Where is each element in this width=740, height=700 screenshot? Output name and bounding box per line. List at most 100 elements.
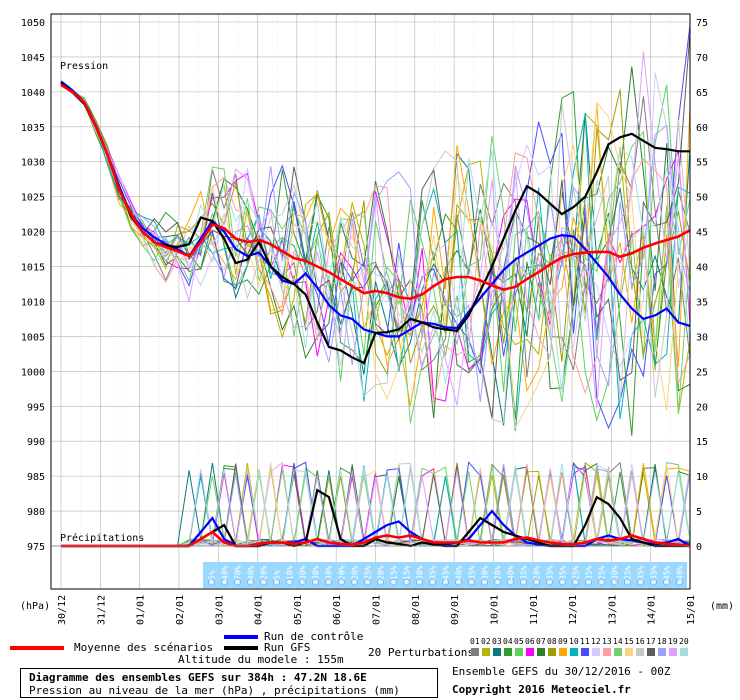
snow-flake-icon <box>286 578 293 586</box>
perturbation-pressure-line <box>60 84 691 403</box>
snow-pct-label: 10% <box>286 565 295 580</box>
snow-strip: 5% 40% 70% 40% 20% 5% 10% 30% 30% 30% 20% 20% 25% 20%… <box>203 562 687 588</box>
perturbation-swatch <box>614 648 622 656</box>
snow-pct-label: 35% <box>429 565 438 580</box>
date-tick-label: 08/01 <box>411 595 422 625</box>
pressure-tick-label: 1020 <box>21 228 45 239</box>
snow-pct-label: 20% <box>351 565 360 580</box>
snow-pct-label: 5% <box>273 570 282 580</box>
perturbation-number: 03 <box>492 637 502 646</box>
snow-flake-icon <box>429 578 436 586</box>
perturbation-swatch <box>526 648 534 656</box>
perturbation-swatch <box>559 648 567 656</box>
snow-flake-icon <box>364 578 371 586</box>
snow-flake-icon <box>403 578 410 586</box>
snow-pct-label: 35% <box>559 565 568 580</box>
pressure-tick-label: 995 <box>27 402 45 413</box>
perturbation-number: 10 <box>569 637 579 646</box>
snow-pct-label: 35% <box>468 565 477 580</box>
date-tick-label: 13/01 <box>607 595 618 625</box>
snow-flake-icon <box>338 578 345 586</box>
precip-tick-label: 20 <box>696 402 708 413</box>
precip-tick-label: 50 <box>696 193 708 204</box>
perturbation-number: 20 <box>679 637 689 646</box>
date-tick-label: 09/01 <box>450 595 461 625</box>
perturbation-number: 16 <box>635 637 645 646</box>
perturbation-number: 18 <box>657 637 667 646</box>
run-info: Ensemble GEFS du 30/12/2016 - 00Z <box>452 665 671 678</box>
perturbation-number: 05 <box>514 637 524 646</box>
perturbation-swatch <box>658 648 666 656</box>
snow-flake-icon <box>611 578 618 586</box>
snow-flake-icon <box>481 578 488 586</box>
snow-flake-icon <box>416 578 423 586</box>
snow-pct-label: 40% <box>221 565 230 580</box>
perturbation-swatch <box>636 648 644 656</box>
snow-pct-label: 15% <box>390 565 399 580</box>
pressure-tick-label: 1025 <box>21 193 45 204</box>
perturbation-pressure-line <box>60 84 691 424</box>
date-tick-label: 02/01 <box>175 595 186 625</box>
snow-flake-icon <box>442 578 449 586</box>
precip-tick-label: 35 <box>696 297 708 308</box>
y-unit-left: (hPa) <box>20 601 50 612</box>
perturbation-number: 11 <box>580 637 590 646</box>
pressure-tick-label: 975 <box>27 542 45 553</box>
snow-pct-label: 25% <box>624 565 633 580</box>
precip-tick-label: 25 <box>696 367 708 378</box>
perturbation-swatch <box>504 648 512 656</box>
snow-flake-icon <box>390 578 397 586</box>
precip-tick-label: 0 <box>696 542 702 553</box>
legend-mean-label: Moyenne des scénarios <box>74 641 214 654</box>
snow-flake-icon <box>559 578 566 586</box>
date-tick-label: 30/12 <box>57 595 68 625</box>
perturbation-pressure-line <box>60 84 691 426</box>
pressure-tick-label: 990 <box>27 437 45 448</box>
snow-pct-label: 40% <box>455 565 464 580</box>
perturbation-lines <box>60 24 691 547</box>
perturbation-number: 02 <box>481 637 491 646</box>
date-tick-label: 05/01 <box>293 595 304 625</box>
snow-flake-icon <box>546 578 553 586</box>
pressure-label: Pression <box>60 61 108 72</box>
pressure-tick-label: 1005 <box>21 332 45 343</box>
perturbation-swatch <box>471 648 479 656</box>
precip-tick-label: 15 <box>696 437 708 448</box>
altitude-label: Altitude du modele : 155m <box>178 653 344 666</box>
perturbation-swatch <box>669 648 677 656</box>
perturbation-swatch <box>515 648 523 656</box>
legend-control-label: Run de contrôle <box>264 630 364 643</box>
pressure-tick-label: 1040 <box>21 88 45 99</box>
perturbation-number: 19 <box>668 637 678 646</box>
snow-flake-icon <box>637 578 644 586</box>
perturbation-swatch <box>482 648 490 656</box>
snow-flake-icon <box>468 578 475 586</box>
snow-pct-label: 35% <box>650 565 659 580</box>
precip-tick-label: 40 <box>696 263 708 274</box>
precip-tick-label: 65 <box>696 88 708 99</box>
snow-pct-label: 35% <box>520 565 529 580</box>
snow-flake-icon <box>494 578 501 586</box>
pressure-tick-label: 1010 <box>21 297 45 308</box>
snow-pct-label: 15% <box>403 565 412 580</box>
precip-tick-label: 10 <box>696 472 708 483</box>
perturbation-swatch <box>647 648 655 656</box>
pressure-tick-label: 1000 <box>21 367 45 378</box>
pressure-tick-label: 1030 <box>21 158 45 169</box>
pressure-tick-label: 980 <box>27 507 45 518</box>
ensemble-chart: 5% 40% 70% 40% 20% 5% 10% 30% 30% 30% 20% 20% 25% 20%… <box>20 13 734 625</box>
snow-pct-label: 30% <box>299 565 308 580</box>
perturbation-number: 06 <box>525 637 535 646</box>
footer: Run de contrôle Run GFS Moyenne des scén… <box>0 628 740 700</box>
legend-gfs-line <box>224 646 258 650</box>
snow-pct-label: 45% <box>442 565 451 580</box>
pressure-tick-label: 1015 <box>21 263 45 274</box>
snow-pct-label: 30% <box>611 565 620 580</box>
snow-pct-label: 35% <box>637 565 646 580</box>
precip-tick-label: 60 <box>696 123 708 134</box>
precip-tick-label: 5 <box>696 507 702 518</box>
snow-pct-label: 25% <box>572 565 581 580</box>
title-box: Diagramme des ensembles GEFS sur 384h : … <box>20 668 438 698</box>
snow-pct-label: 30% <box>325 565 334 580</box>
precip-tick-label: 30 <box>696 332 708 343</box>
